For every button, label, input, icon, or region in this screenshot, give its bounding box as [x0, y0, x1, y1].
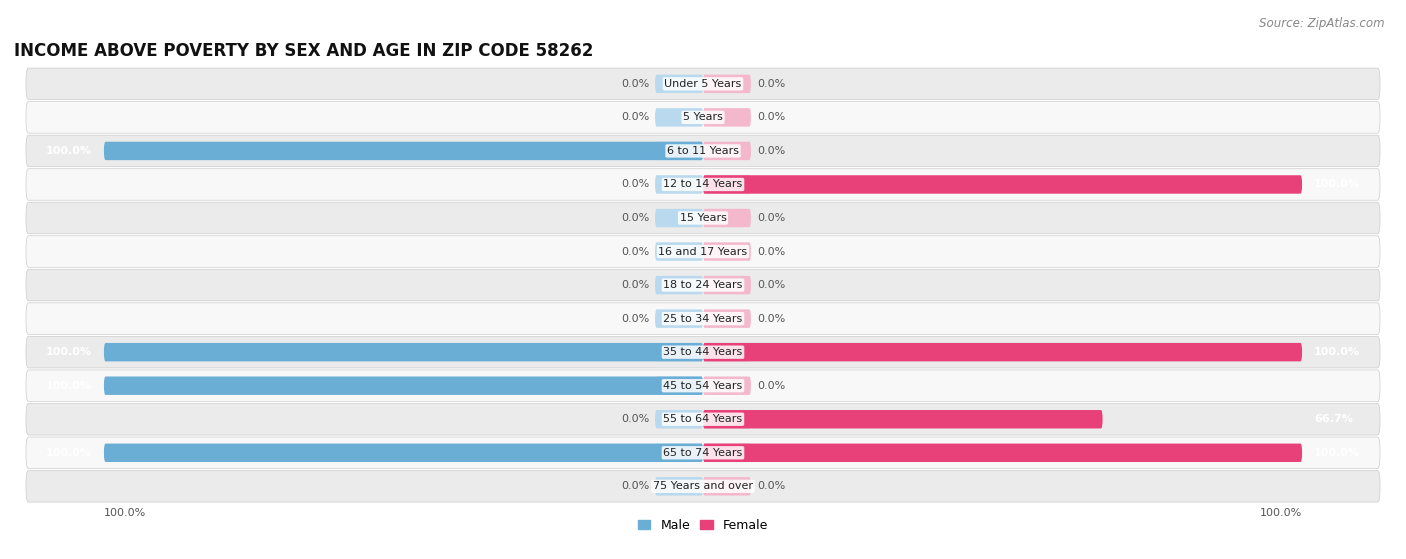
Text: 0.0%: 0.0% [756, 381, 785, 391]
Text: 0.0%: 0.0% [756, 280, 785, 290]
FancyBboxPatch shape [703, 343, 751, 362]
Text: 5 Years: 5 Years [683, 112, 723, 122]
Text: 66.7%: 66.7% [1315, 414, 1353, 424]
FancyBboxPatch shape [655, 108, 703, 126]
FancyBboxPatch shape [655, 243, 703, 260]
FancyBboxPatch shape [25, 202, 1381, 234]
Text: Source: ZipAtlas.com: Source: ZipAtlas.com [1260, 17, 1385, 30]
Text: 35 to 44 Years: 35 to 44 Years [664, 347, 742, 357]
Text: 100.0%: 100.0% [1315, 179, 1360, 190]
FancyBboxPatch shape [703, 276, 751, 294]
Text: 0.0%: 0.0% [621, 112, 650, 122]
Text: 100.0%: 100.0% [46, 381, 91, 391]
Text: 0.0%: 0.0% [756, 112, 785, 122]
FancyBboxPatch shape [655, 310, 703, 328]
Text: 0.0%: 0.0% [621, 79, 650, 89]
Text: 100.0%: 100.0% [1260, 508, 1302, 518]
Text: 100.0%: 100.0% [1315, 347, 1360, 357]
FancyBboxPatch shape [703, 410, 751, 429]
FancyBboxPatch shape [703, 209, 751, 227]
Text: INCOME ABOVE POVERTY BY SEX AND AGE IN ZIP CODE 58262: INCOME ABOVE POVERTY BY SEX AND AGE IN Z… [14, 42, 593, 60]
FancyBboxPatch shape [25, 437, 1381, 468]
Text: 25 to 34 Years: 25 to 34 Years [664, 314, 742, 324]
Text: 16 and 17 Years: 16 and 17 Years [658, 247, 748, 257]
FancyBboxPatch shape [25, 471, 1381, 502]
Text: 0.0%: 0.0% [621, 179, 650, 190]
FancyBboxPatch shape [655, 276, 703, 294]
FancyBboxPatch shape [655, 175, 703, 193]
FancyBboxPatch shape [25, 236, 1381, 267]
Text: 0.0%: 0.0% [621, 247, 650, 257]
FancyBboxPatch shape [655, 209, 703, 227]
Text: 100.0%: 100.0% [1315, 448, 1360, 458]
FancyBboxPatch shape [655, 377, 703, 395]
FancyBboxPatch shape [703, 142, 751, 160]
FancyBboxPatch shape [25, 337, 1381, 368]
FancyBboxPatch shape [655, 142, 703, 160]
FancyBboxPatch shape [655, 410, 703, 429]
FancyBboxPatch shape [703, 310, 751, 328]
FancyBboxPatch shape [703, 343, 1302, 362]
Text: 15 Years: 15 Years [679, 213, 727, 223]
Text: 0.0%: 0.0% [621, 414, 650, 424]
FancyBboxPatch shape [703, 74, 751, 93]
Text: 0.0%: 0.0% [756, 79, 785, 89]
FancyBboxPatch shape [25, 169, 1381, 200]
FancyBboxPatch shape [703, 175, 751, 193]
FancyBboxPatch shape [703, 243, 751, 260]
Text: 75 Years and over: 75 Years and over [652, 481, 754, 491]
Text: 0.0%: 0.0% [621, 481, 650, 491]
Text: 100.0%: 100.0% [46, 146, 91, 156]
Legend: Male, Female: Male, Female [638, 519, 768, 532]
FancyBboxPatch shape [655, 74, 703, 93]
FancyBboxPatch shape [25, 303, 1381, 334]
FancyBboxPatch shape [703, 108, 751, 126]
Text: 0.0%: 0.0% [756, 481, 785, 491]
FancyBboxPatch shape [703, 477, 751, 496]
FancyBboxPatch shape [25, 269, 1381, 301]
Text: 100.0%: 100.0% [46, 347, 91, 357]
Text: 0.0%: 0.0% [756, 314, 785, 324]
Text: 55 to 64 Years: 55 to 64 Years [664, 414, 742, 424]
FancyBboxPatch shape [104, 377, 703, 395]
FancyBboxPatch shape [25, 370, 1381, 401]
FancyBboxPatch shape [655, 477, 703, 496]
FancyBboxPatch shape [25, 135, 1381, 167]
FancyBboxPatch shape [703, 444, 751, 462]
Text: 6 to 11 Years: 6 to 11 Years [666, 146, 740, 156]
FancyBboxPatch shape [25, 68, 1381, 100]
FancyBboxPatch shape [655, 343, 703, 362]
FancyBboxPatch shape [703, 444, 1302, 462]
Text: 65 to 74 Years: 65 to 74 Years [664, 448, 742, 458]
FancyBboxPatch shape [104, 142, 703, 160]
Text: 0.0%: 0.0% [756, 213, 785, 223]
Text: 0.0%: 0.0% [756, 146, 785, 156]
FancyBboxPatch shape [104, 343, 703, 362]
Text: 0.0%: 0.0% [621, 314, 650, 324]
FancyBboxPatch shape [25, 404, 1381, 435]
FancyBboxPatch shape [703, 410, 1102, 429]
FancyBboxPatch shape [104, 444, 703, 462]
Text: 0.0%: 0.0% [621, 213, 650, 223]
Text: 0.0%: 0.0% [621, 280, 650, 290]
Text: Under 5 Years: Under 5 Years [665, 79, 741, 89]
Text: 100.0%: 100.0% [46, 448, 91, 458]
Text: 45 to 54 Years: 45 to 54 Years [664, 381, 742, 391]
Text: 12 to 14 Years: 12 to 14 Years [664, 179, 742, 190]
FancyBboxPatch shape [655, 444, 703, 462]
FancyBboxPatch shape [703, 377, 751, 395]
Text: 18 to 24 Years: 18 to 24 Years [664, 280, 742, 290]
Text: 0.0%: 0.0% [756, 247, 785, 257]
FancyBboxPatch shape [25, 102, 1381, 133]
Text: 100.0%: 100.0% [104, 508, 146, 518]
FancyBboxPatch shape [703, 175, 1302, 193]
